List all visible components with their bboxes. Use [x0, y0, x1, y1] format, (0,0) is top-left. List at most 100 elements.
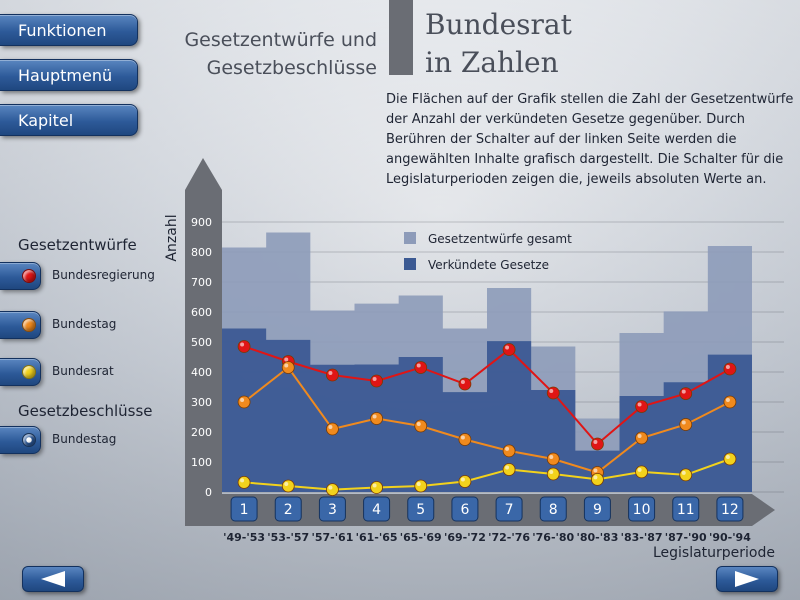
period-button-label[interactable]: 6	[460, 502, 469, 518]
period-button-label[interactable]: 3	[328, 502, 337, 518]
legend-label-verkuendet: Verkündete Gesetze	[428, 258, 549, 272]
y-tick-label: 500	[191, 336, 212, 349]
bundesrat-point	[458, 475, 472, 488]
bundesregierung-point-highlight	[593, 440, 598, 444]
period-button-label[interactable]: 2	[284, 502, 293, 518]
bundestag-point-highlight	[725, 398, 730, 402]
bundesregierung-dot-icon	[22, 269, 36, 283]
period-button-label[interactable]: 7	[505, 502, 514, 518]
bundesrat-toggle[interactable]	[0, 358, 41, 386]
y-tick-label: 700	[191, 276, 212, 289]
period-button-2[interactable]: 2	[274, 496, 302, 522]
period-button-bg[interactable]	[672, 496, 700, 522]
legend-swatch-entwuerfe	[404, 232, 416, 244]
x-tick-label: '57-'61	[311, 531, 353, 544]
back-button[interactable]	[22, 566, 84, 592]
period-button-11[interactable]: 11	[672, 496, 700, 522]
bundesrat-point-highlight	[725, 455, 730, 459]
bundesregierung-toggle[interactable]	[0, 262, 41, 290]
bundesrat-point-highlight	[549, 470, 554, 474]
chart-legend: Gesetzentwürfe gesamt Verkündete Gesetze	[404, 232, 572, 272]
period-button-label[interactable]: 11	[677, 502, 695, 518]
period-button-6[interactable]: 6	[451, 496, 479, 522]
period-button-label[interactable]: 1	[240, 502, 249, 518]
period-button-bg[interactable]	[716, 496, 744, 522]
period-button-bg[interactable]	[363, 496, 391, 522]
bundestag-point-highlight	[416, 422, 421, 426]
bundestag-point-highlight	[637, 434, 642, 438]
bundestag-point	[723, 395, 737, 409]
bundesrat-line	[244, 458, 731, 491]
period-button-bg[interactable]	[274, 496, 302, 522]
bundesrat-point	[591, 472, 604, 486]
bundestag-point	[458, 433, 472, 446]
bundesregierung-line	[243, 345, 731, 446]
forward-button[interactable]	[716, 566, 778, 592]
bundestag-point-highlight	[284, 363, 289, 368]
period-button-bg[interactable]	[451, 496, 479, 522]
bundesrat-point-highlight	[416, 482, 421, 486]
bundesregierung-point-highlight	[284, 357, 289, 362]
x-tick-label: '53-'57	[267, 531, 309, 544]
bundesrat-point-highlight	[681, 470, 686, 475]
funktionen-button[interactable]: Funktionen	[0, 14, 138, 46]
bundestag-toggle[interactable]	[0, 311, 41, 339]
beschluesse-bundestag-toggle[interactable]	[0, 426, 41, 454]
period-button-bg[interactable]	[628, 496, 656, 522]
subtitle-line-1: Gesetzentwürfe und	[184, 29, 377, 51]
bundestag-point-highlight	[240, 398, 245, 402]
bundestag-point-highlight	[549, 455, 554, 459]
bundesrat-point	[326, 483, 339, 497]
period-button-bg[interactable]	[539, 496, 567, 522]
verkuendet-area	[222, 328, 752, 492]
period-button-8[interactable]: 8	[539, 496, 567, 522]
period-button-bg[interactable]	[583, 496, 611, 522]
period-button-9[interactable]: 9	[583, 496, 611, 522]
y-tick-label: 600	[191, 306, 212, 319]
bundesregierung-point-highlight	[460, 380, 465, 384]
bundestag-point-highlight	[593, 468, 598, 473]
period-button-bg[interactable]	[318, 496, 346, 522]
period-button-4[interactable]: 4	[363, 496, 391, 522]
x-tick-label: '65-'69	[400, 531, 442, 544]
period-button-label[interactable]: 10	[633, 502, 651, 518]
y-axis-label: Anzahl	[164, 214, 180, 261]
gesetzbeschluesse-heading: Gesetzbeschlüsse	[18, 402, 153, 420]
bundesrat-point-highlight	[328, 485, 333, 490]
beschluesse-bundestag-label: Bundestag	[52, 432, 117, 446]
bundestag-point-highlight	[505, 446, 510, 451]
period-button-bg[interactable]	[495, 496, 523, 522]
period-button-label[interactable]: 5	[416, 502, 425, 518]
period-button-10[interactable]: 10	[628, 496, 656, 522]
period-button-bg[interactable]	[407, 496, 435, 522]
bundesrat-point	[414, 479, 428, 493]
bundesrat-point-highlight	[372, 483, 377, 488]
bundestag-point	[370, 412, 383, 425]
period-button-label[interactable]: 4	[372, 502, 381, 518]
y-tick-label: 300	[191, 396, 212, 409]
hauptmenu-button[interactable]: Hauptmenü	[0, 59, 138, 91]
period-button-3[interactable]: 3	[318, 496, 346, 522]
y-tick-label: 900	[191, 216, 212, 229]
period-button-label[interactable]: 9	[593, 502, 602, 518]
period-button-12[interactable]: 12	[716, 496, 744, 522]
period-button-label[interactable]: 12	[721, 502, 739, 518]
bundesrat-point	[502, 463, 516, 476]
bundesregierung-point-highlight	[416, 363, 421, 368]
bundesrat-point	[679, 468, 693, 482]
period-button-7[interactable]: 7	[495, 496, 523, 522]
period-button-5[interactable]: 5	[407, 496, 435, 522]
kapitel-button[interactable]: Kapitel	[0, 104, 138, 136]
subtitle-line-2: Gesetzbeschlüsse	[206, 57, 377, 79]
period-button-1[interactable]: 1	[230, 496, 258, 522]
legend-swatch-verkuendet	[404, 258, 416, 270]
bundesrat-point-highlight	[593, 475, 598, 480]
bundesregierung-point-highlight	[681, 389, 686, 394]
y-axis-arrow	[185, 158, 222, 526]
bundestag-point-highlight	[372, 414, 377, 419]
bundestag-dot-icon	[22, 318, 36, 332]
bundesregierung-point-highlight	[637, 402, 642, 407]
bundesrat-label: Bundesrat	[52, 364, 114, 378]
period-button-bg[interactable]	[230, 496, 258, 522]
period-button-label[interactable]: 8	[549, 502, 558, 518]
